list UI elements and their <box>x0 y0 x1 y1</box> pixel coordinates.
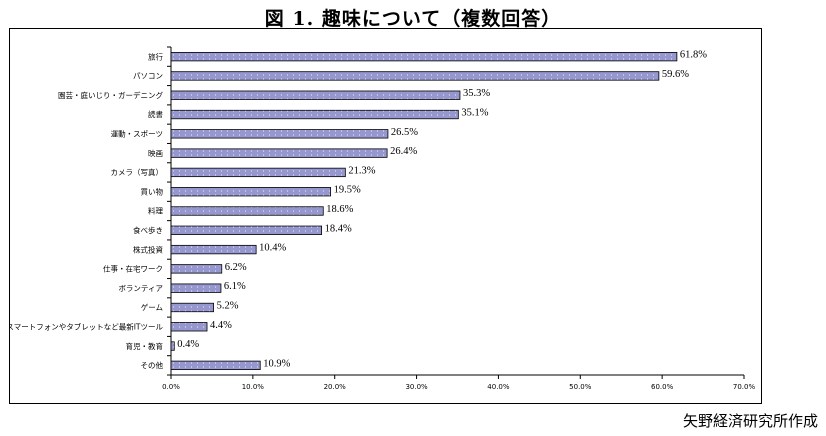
source-credit: 矢野経済研究所作成 <box>682 412 818 430</box>
category-label: パソコン <box>133 72 163 81</box>
category-label: スマートフォンやタブレットなど最新ITツール <box>10 321 163 331</box>
bar <box>170 206 324 216</box>
category-label: 株式投資 <box>133 244 163 254</box>
bar <box>170 129 389 139</box>
x-tick-label: 20.0% <box>324 383 347 391</box>
category-label: 運動・スポーツ <box>111 130 163 139</box>
x-tick-label: 40.0% <box>487 383 510 391</box>
category-label: 料理 <box>148 206 163 216</box>
category-label: 食べ歩き <box>133 225 163 235</box>
value-label: 21.3% <box>348 165 375 176</box>
category-label: 園芸・庭いじり・ガーデニング <box>58 90 163 100</box>
x-tick-label: 60.0% <box>651 383 674 391</box>
bar <box>170 148 388 158</box>
x-tick-label: 10.0% <box>242 383 265 391</box>
bar <box>170 341 175 351</box>
category-label: 旅行 <box>148 51 163 61</box>
category-label: その他 <box>141 360 164 370</box>
value-label: 18.6% <box>326 204 353 215</box>
category-label: カメラ（写真） <box>111 167 164 177</box>
value-label: 59.6% <box>662 69 689 80</box>
category-label: 読書 <box>148 109 163 119</box>
value-label: 35.3% <box>463 88 490 99</box>
value-label: 61.8% <box>680 50 707 61</box>
bar <box>170 302 214 313</box>
value-label: 26.4% <box>390 146 417 157</box>
x-tick-label: 30.0% <box>405 383 428 391</box>
bar <box>170 167 346 178</box>
x-tick-label: 50.0% <box>569 383 592 391</box>
bar <box>170 264 223 274</box>
bar <box>170 360 261 371</box>
x-tick-label: 70.0% <box>733 383 756 391</box>
value-label: 5.2% <box>217 300 239 311</box>
value-label: 10.9% <box>263 358 290 369</box>
bar <box>170 71 660 81</box>
category-label: 育児・教育 <box>126 341 164 351</box>
bar <box>170 51 678 62</box>
value-label: 35.1% <box>461 108 488 119</box>
bar <box>170 322 208 332</box>
value-label: 6.2% <box>225 262 247 273</box>
value-label: 19.5% <box>334 185 361 196</box>
x-tick-label: 0.0% <box>162 383 180 391</box>
value-label: 6.1% <box>224 281 246 292</box>
category-label: ゲーム <box>141 303 163 312</box>
category-label: 買い物 <box>141 186 164 196</box>
bar <box>170 244 257 255</box>
bar <box>170 187 332 197</box>
category-label: 仕事・在宅ワーク <box>103 264 163 274</box>
category-label: 映画 <box>148 148 163 158</box>
value-label: 10.4% <box>259 243 286 254</box>
bar <box>170 109 459 120</box>
chart-frame: 0.0% 10.0% 20.0% 30.0% 40.0% 50.0% 60.0% 70.0% 旅… <box>9 28 762 404</box>
value-label: 18.4% <box>325 223 352 234</box>
bar <box>170 225 323 235</box>
category-label: ボランティア <box>118 284 163 293</box>
value-label: 26.5% <box>391 127 418 138</box>
bar <box>170 90 461 100</box>
bar-chart: 0.0% 10.0% 20.0% 30.0% 40.0% 50.0% 60.0% 70.0% 旅… <box>10 46 756 391</box>
bar <box>170 283 222 293</box>
value-label: 0.4% <box>177 339 199 350</box>
value-label: 4.4% <box>210 320 232 331</box>
chart-title: 図 1. 趣味について（複数回答） <box>264 8 562 30</box>
